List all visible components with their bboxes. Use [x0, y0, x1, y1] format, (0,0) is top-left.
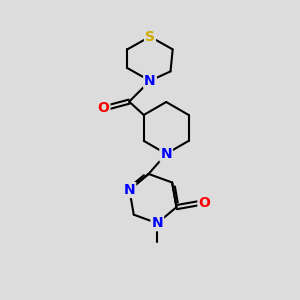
- Text: O: O: [198, 196, 210, 210]
- Text: N: N: [124, 183, 135, 197]
- Text: S: S: [145, 30, 155, 44]
- Text: N: N: [152, 216, 163, 230]
- Text: O: O: [98, 101, 110, 115]
- Text: N: N: [160, 147, 172, 161]
- Text: N: N: [144, 74, 156, 88]
